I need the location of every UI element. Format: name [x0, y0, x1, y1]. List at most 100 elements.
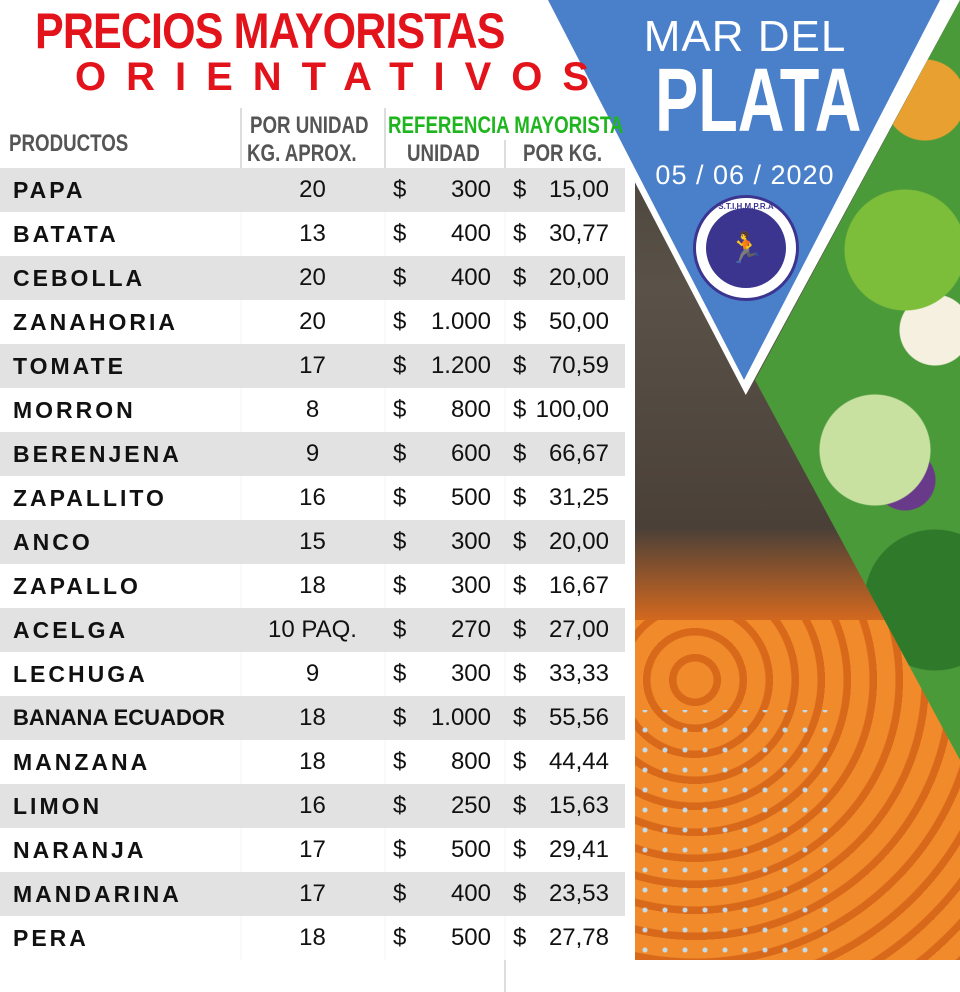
- unit-price: $300: [385, 660, 505, 688]
- kg-price: $29,41: [505, 836, 625, 864]
- currency: $: [393, 704, 407, 731]
- city-line1: MAR DEL: [643, 12, 847, 61]
- kg-per-unit: 18: [299, 924, 326, 951]
- logo-text: S.T.I.H.M.P.R.A: [718, 202, 774, 211]
- kg-per-unit: 20: [299, 176, 326, 203]
- currency: $: [513, 528, 527, 555]
- kg-price: $30,77: [505, 220, 625, 248]
- kg-price: $27,78: [505, 924, 625, 952]
- kg-price-value: 55,56: [548, 704, 609, 731]
- product-name: ANCO: [13, 528, 93, 555]
- kg-per-unit: 18: [299, 748, 326, 775]
- product-name: ZANAHORIA: [13, 308, 178, 335]
- unit-price: $250: [385, 792, 505, 820]
- product-name: NARANJA: [13, 836, 147, 863]
- kg-price-value: 27,78: [548, 924, 609, 951]
- kg-price-value: 70,59: [548, 352, 609, 379]
- kg-per-unit: 9: [305, 440, 320, 467]
- table-row: ZANAHORIA 20 $1.000 $50,00: [0, 300, 625, 344]
- kg-per-unit: 18: [299, 572, 326, 599]
- price-table: PAPA 20 $300 $15,00 BATATA 13 $400 $30,77…: [0, 168, 625, 960]
- unit-price-value: 300: [450, 528, 491, 555]
- kg-price-value: 50,00: [548, 308, 609, 335]
- unit-price: $1.200: [385, 352, 505, 380]
- currency: $: [393, 880, 407, 907]
- unit-price-value: 1.200: [430, 352, 491, 379]
- unit-price-value: 270: [450, 616, 491, 643]
- unit-price-value: 300: [450, 660, 491, 687]
- table-row: MANZANA 18 $800 $44,44: [0, 740, 625, 784]
- currency: $: [513, 484, 527, 511]
- product-name: CEBOLLA: [13, 264, 146, 291]
- currency: $: [393, 352, 407, 379]
- kg-price-value: 100,00: [535, 396, 609, 423]
- product-name: BATATA: [13, 220, 119, 247]
- kg-price: $44,44: [505, 748, 625, 776]
- product-name: BANANA ECUADOR: [13, 705, 225, 730]
- table-row: TOMATE 17 $1.200 $70,59: [0, 344, 625, 388]
- title-line2: ORIENTATIVOS: [75, 55, 610, 99]
- currency: $: [393, 220, 407, 247]
- unit-price: $500: [385, 484, 505, 512]
- currency: $: [393, 572, 407, 599]
- unit-price: $300: [385, 572, 505, 600]
- product-name: ZAPALLO: [13, 572, 141, 599]
- kg-price-value: 23,53: [548, 880, 609, 907]
- product-name: BERENJENA: [13, 440, 182, 467]
- unit-price-value: 300: [450, 572, 491, 599]
- currency: $: [393, 396, 407, 423]
- unit-price-value: 600: [450, 440, 491, 467]
- kg-price-value: 20,00: [548, 528, 609, 555]
- kg-price-value: 16,67: [548, 572, 609, 599]
- kg-price-value: 27,00: [548, 616, 609, 643]
- unit-price: $500: [385, 924, 505, 952]
- currency: $: [513, 440, 527, 467]
- kg-per-unit: 10 PAQ.: [268, 616, 357, 643]
- kg-price: $23,53: [505, 880, 625, 908]
- currency: $: [513, 176, 527, 203]
- unit-price: $300: [385, 528, 505, 556]
- product-name: MANZANA: [13, 748, 151, 775]
- currency: $: [393, 440, 407, 467]
- product-name: PAPA: [13, 176, 86, 203]
- currency: $: [513, 396, 527, 423]
- currency: $: [393, 924, 407, 951]
- currency: $: [513, 660, 527, 687]
- table-row: PERA 18 $500 $27,78: [0, 916, 625, 960]
- product-name: MORRON: [13, 396, 136, 423]
- kg-price-value: 29,41: [548, 836, 609, 863]
- currency: $: [513, 792, 527, 819]
- table-row: ZAPALLO 18 $300 $16,67: [0, 564, 625, 608]
- kg-per-unit: 16: [299, 484, 326, 511]
- kg-price: $27,00: [505, 616, 625, 644]
- unit-price: $400: [385, 264, 505, 292]
- unit-price: $600: [385, 440, 505, 468]
- kg-price-value: 30,77: [548, 220, 609, 247]
- currency: $: [513, 572, 527, 599]
- unit-price-value: 500: [450, 484, 491, 511]
- product-name: ACELGA: [13, 616, 129, 643]
- product-name: ZAPALLITO: [13, 484, 167, 511]
- kg-price-value: 44,44: [548, 748, 609, 775]
- table-row: MANDARINA 17 $400 $23,53: [0, 872, 625, 916]
- table-row: BATATA 13 $400 $30,77: [0, 212, 625, 256]
- unit-price: $270: [385, 616, 505, 644]
- table-row: LECHUGA 9 $300 $33,33: [0, 652, 625, 696]
- unit-price: $1.000: [385, 704, 505, 732]
- date: 05 / 06 / 2020: [655, 160, 835, 190]
- product-name: TOMATE: [13, 352, 126, 379]
- table-row: LIMON 16 $250 $15,63: [0, 784, 625, 828]
- currency: $: [393, 748, 407, 775]
- kg-price-value: 66,67: [548, 440, 609, 467]
- currency: $: [393, 660, 407, 687]
- currency: $: [393, 264, 407, 291]
- kg-price-value: 15,63: [548, 792, 609, 819]
- unit-price-value: 300: [450, 176, 491, 203]
- currency: $: [393, 836, 407, 863]
- product-name: PERA: [13, 924, 89, 951]
- kg-price: $31,25: [505, 484, 625, 512]
- kg-per-unit: 20: [299, 308, 326, 335]
- city-line2: PLATA: [655, 51, 862, 151]
- table-row: CEBOLLA 20 $400 $20,00: [0, 256, 625, 300]
- header-reference: REFERENCIA MAYORISTA: [388, 112, 624, 139]
